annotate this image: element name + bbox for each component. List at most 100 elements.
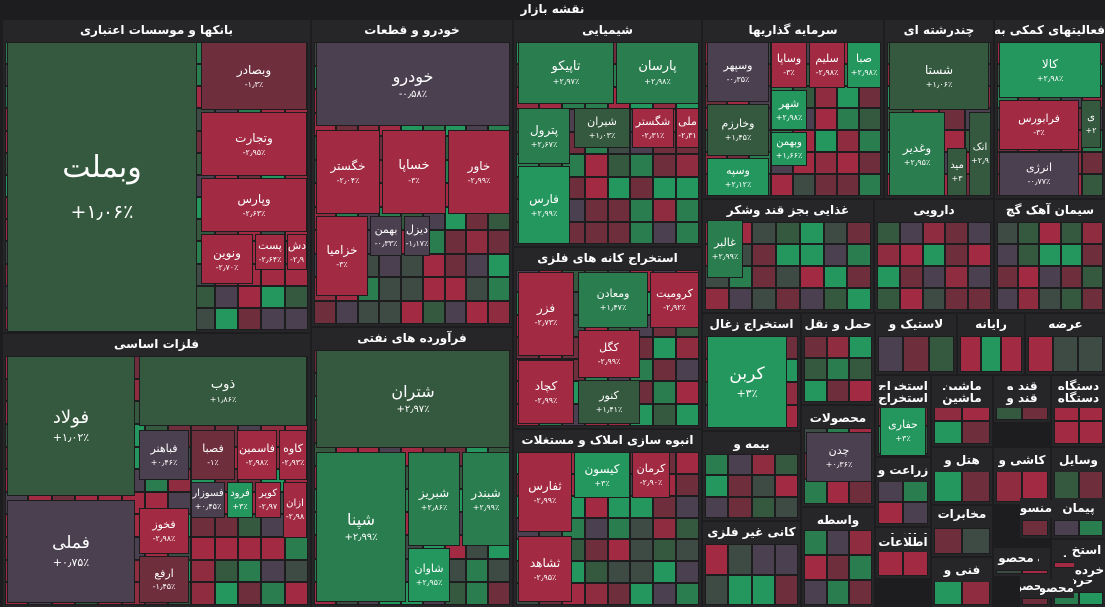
minor-stock-tile[interactable] — [859, 130, 881, 152]
stock-tile[interactable]: خودرو -۰٫۵۸٪ — [316, 42, 510, 126]
minor-stock-tile[interactable] — [1060, 244, 1082, 266]
stock-tile[interactable]: ملی -۲٫۳۱ — [676, 108, 699, 148]
minor-stock-tile[interactable] — [607, 561, 631, 584]
minor-stock-tile[interactable] — [962, 421, 990, 444]
minor-stock-tile[interactable] — [284, 537, 308, 560]
minor-stock-tile[interactable] — [444, 300, 467, 324]
minor-stock-tile[interactable] — [676, 381, 699, 404]
minor-stock-tile[interactable] — [630, 495, 654, 518]
minor-stock-tile[interactable] — [751, 574, 775, 605]
minor-stock-tile[interactable] — [823, 288, 848, 310]
sector-offer[interactable]: عرضه — [1026, 314, 1105, 374]
minor-stock-tile[interactable] — [357, 300, 380, 324]
minor-stock-tile[interactable] — [214, 514, 239, 538]
minor-stock-tile[interactable] — [1078, 592, 1103, 605]
minor-stock-tile[interactable] — [859, 86, 881, 108]
stock-tile[interactable]: وساپا -۳٪ — [771, 42, 807, 88]
minor-stock-tile[interactable] — [191, 559, 215, 583]
stock-tile[interactable]: وسپهر -۰٫۳۵٪ — [707, 42, 769, 102]
minor-stock-tile[interactable] — [847, 266, 871, 288]
minor-stock-tile[interactable] — [922, 222, 946, 244]
minor-stock-tile[interactable] — [630, 221, 654, 244]
minor-stock-tile[interactable] — [630, 154, 654, 177]
stock-tile[interactable]: شبریز +۲٫۸۶٪ — [408, 452, 460, 546]
minor-stock-tile[interactable] — [488, 277, 510, 301]
minor-stock-tile[interactable] — [284, 582, 308, 605]
minor-stock-tile[interactable] — [776, 244, 800, 266]
minor-stock-tile[interactable] — [899, 288, 923, 310]
sector-rubber[interactable]: لاستیک و — [876, 314, 956, 374]
minor-stock-tile[interactable] — [653, 336, 677, 360]
stock-tile[interactable]: خزامیا -۳٪ — [316, 216, 368, 296]
minor-stock-tile[interactable] — [466, 300, 489, 324]
minor-stock-tile[interactable] — [584, 583, 608, 605]
stock-tile[interactable]: وسپه +۲٫۱۲٪ — [707, 158, 769, 196]
minor-stock-tile[interactable] — [488, 300, 510, 324]
minor-stock-tile[interactable] — [849, 380, 872, 402]
stock-tile[interactable]: خاور -۲٫۹۹٪ — [448, 130, 510, 214]
minor-stock-tile[interactable] — [630, 583, 654, 605]
minor-stock-tile[interactable] — [401, 253, 423, 277]
minor-stock-tile[interactable] — [1060, 288, 1082, 310]
minor-stock-tile[interactable] — [607, 176, 631, 200]
minor-stock-tile[interactable] — [1028, 336, 1053, 372]
stock-tile[interactable]: فرابورس -۳٪ — [999, 100, 1079, 150]
minor-stock-tile[interactable] — [826, 580, 850, 605]
stock-tile[interactable]: ی +۲ — [1081, 100, 1101, 148]
minor-stock-tile[interactable] — [826, 555, 850, 580]
minor-stock-tile[interactable] — [837, 152, 859, 174]
minor-stock-tile[interactable] — [607, 583, 631, 605]
minor-stock-tile[interactable] — [630, 561, 654, 584]
stock-tile[interactable]: ذوب +۱٫۸۶٪ — [139, 356, 307, 426]
minor-stock-tile[interactable] — [774, 574, 798, 605]
minor-stock-tile[interactable] — [630, 539, 654, 562]
minor-stock-tile[interactable] — [191, 537, 215, 560]
minor-stock-tile[interactable] — [776, 288, 800, 310]
minor-stock-tile[interactable] — [705, 574, 729, 605]
minor-stock-tile[interactable] — [191, 582, 215, 605]
minor-stock-tile[interactable] — [1060, 266, 1082, 288]
minor-stock-tile[interactable] — [826, 358, 850, 380]
minor-stock-tile[interactable] — [676, 359, 699, 382]
minor-stock-tile[interactable] — [261, 285, 285, 308]
minor-stock-tile[interactable] — [676, 199, 699, 222]
minor-stock-tile[interactable] — [214, 307, 239, 330]
minor-stock-tile[interactable] — [1053, 336, 1078, 372]
minor-stock-tile[interactable] — [968, 222, 991, 244]
stock-tile[interactable]: کرومیت -۲٫۹۲٪ — [650, 272, 699, 328]
stock-tile[interactable]: کربن +۳٪ — [707, 336, 787, 428]
minor-stock-tile[interactable] — [238, 307, 262, 330]
minor-stock-tile[interactable] — [238, 559, 262, 583]
minor-stock-tile[interactable] — [653, 359, 677, 382]
minor-stock-tile[interactable] — [997, 222, 1019, 244]
stock-tile[interactable]: وخارزم +۱٫۴۵٪ — [707, 104, 769, 156]
minor-stock-tile[interactable] — [705, 475, 729, 497]
minor-stock-tile[interactable] — [1081, 174, 1103, 196]
minor-stock-tile[interactable] — [980, 336, 1002, 372]
minor-stock-tile[interactable] — [859, 174, 881, 196]
minor-stock-tile[interactable] — [444, 253, 467, 277]
minor-stock-tile[interactable] — [826, 380, 850, 402]
minor-stock-tile[interactable] — [849, 580, 872, 605]
minor-stock-tile[interactable] — [849, 478, 872, 504]
stock-tile[interactable]: ارفع -۱٫۴۵٪ — [139, 556, 189, 603]
stock-tile[interactable]: شتران +۲٫۹۷٪ — [316, 350, 510, 448]
minor-stock-tile[interactable] — [676, 517, 699, 540]
minor-stock-tile[interactable] — [823, 244, 848, 266]
minor-stock-tile[interactable] — [630, 517, 654, 540]
minor-stock-tile[interactable] — [1054, 520, 1079, 536]
stock-tile[interactable]: شپنا +۲٫۹۹٪ — [316, 452, 406, 602]
minor-stock-tile[interactable] — [815, 86, 837, 108]
stock-tile[interactable]: خگستر -۲٫۰۴٪ — [316, 130, 380, 214]
minor-stock-tile[interactable] — [584, 154, 608, 177]
minor-stock-tile[interactable] — [676, 495, 699, 518]
minor-stock-tile[interactable] — [878, 550, 903, 576]
stock-tile[interactable]: وپارس -۲٫۶۳٪ — [201, 178, 307, 232]
minor-stock-tile[interactable] — [752, 266, 777, 288]
minor-stock-tile[interactable] — [1022, 598, 1048, 605]
minor-stock-tile[interactable] — [284, 285, 308, 308]
minor-stock-tile[interactable] — [799, 244, 824, 266]
minor-stock-tile[interactable] — [705, 288, 729, 310]
stock-tile[interactable]: شبندر +۲٫۹۹٪ — [462, 452, 510, 546]
stock-tile[interactable]: شهر +۲٫۹۸٪ — [771, 90, 807, 130]
